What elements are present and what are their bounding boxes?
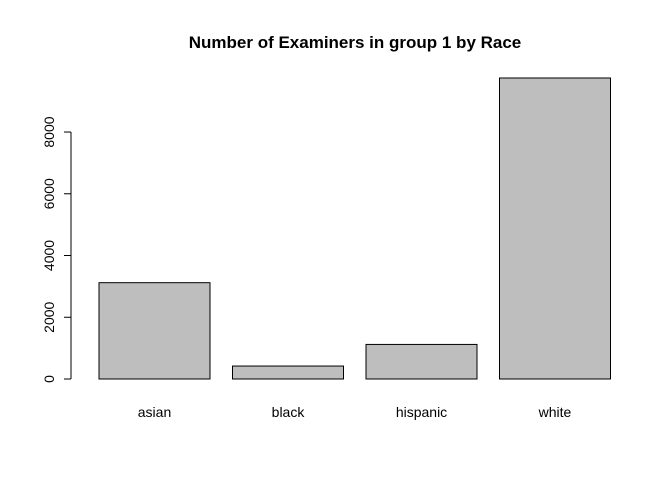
category-label-white: white bbox=[538, 404, 572, 420]
y-axis: 0 2000 4000 6000 8000 bbox=[41, 116, 72, 383]
y-tick-label: 4000 bbox=[41, 240, 57, 271]
y-tick-label: 6000 bbox=[41, 178, 57, 209]
y-tick-label: 0 bbox=[41, 375, 57, 383]
bars bbox=[98, 77, 611, 380]
category-label-hispanic: hispanic bbox=[396, 404, 447, 420]
bar-asian bbox=[98, 282, 211, 380]
y-tick-label: 8000 bbox=[41, 116, 57, 147]
y-tick-label: 2000 bbox=[41, 301, 57, 332]
bar-white bbox=[499, 77, 611, 380]
bar-black bbox=[232, 365, 344, 380]
category-label-black: black bbox=[272, 404, 306, 420]
chart-title: Number of Examiners in group 1 by Race bbox=[189, 33, 522, 52]
bar-hispanic bbox=[365, 343, 478, 380]
category-labels: asian black hispanic white bbox=[138, 404, 572, 420]
category-label-asian: asian bbox=[138, 404, 171, 420]
